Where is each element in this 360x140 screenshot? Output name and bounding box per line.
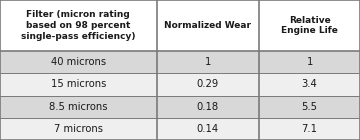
Text: 0.29: 0.29 (197, 79, 219, 89)
Bar (259, 118, 360, 140)
Text: 1: 1 (205, 57, 211, 67)
Bar (259, 51, 360, 73)
Text: 7 microns: 7 microns (54, 124, 103, 134)
Text: Filter (micron rating
based on 98 percent
single-pass efficiency): Filter (micron rating based on 98 percen… (21, 10, 136, 41)
Bar (0, 118, 157, 140)
Bar (259, 0, 360, 51)
Text: 0.14: 0.14 (197, 124, 219, 134)
Text: 7.1: 7.1 (302, 124, 318, 134)
Text: 1: 1 (306, 57, 313, 67)
Bar (157, 95, 259, 118)
Text: Normalized Wear: Normalized Wear (165, 21, 251, 30)
Bar (0, 51, 157, 73)
Bar (157, 0, 259, 51)
Bar (0, 95, 157, 118)
Text: 40 microns: 40 microns (51, 57, 106, 67)
Text: 8.5 microns: 8.5 microns (49, 102, 108, 112)
Bar (259, 95, 360, 118)
Text: 0.18: 0.18 (197, 102, 219, 112)
Text: 15 microns: 15 microns (51, 79, 106, 89)
Bar (157, 51, 259, 73)
Bar (0, 0, 157, 51)
Bar (157, 118, 259, 140)
Bar (259, 73, 360, 95)
Text: 5.5: 5.5 (302, 102, 318, 112)
Bar (157, 73, 259, 95)
Bar (0, 73, 157, 95)
Text: Relative
Engine Life: Relative Engine Life (281, 16, 338, 35)
Text: 3.4: 3.4 (302, 79, 318, 89)
